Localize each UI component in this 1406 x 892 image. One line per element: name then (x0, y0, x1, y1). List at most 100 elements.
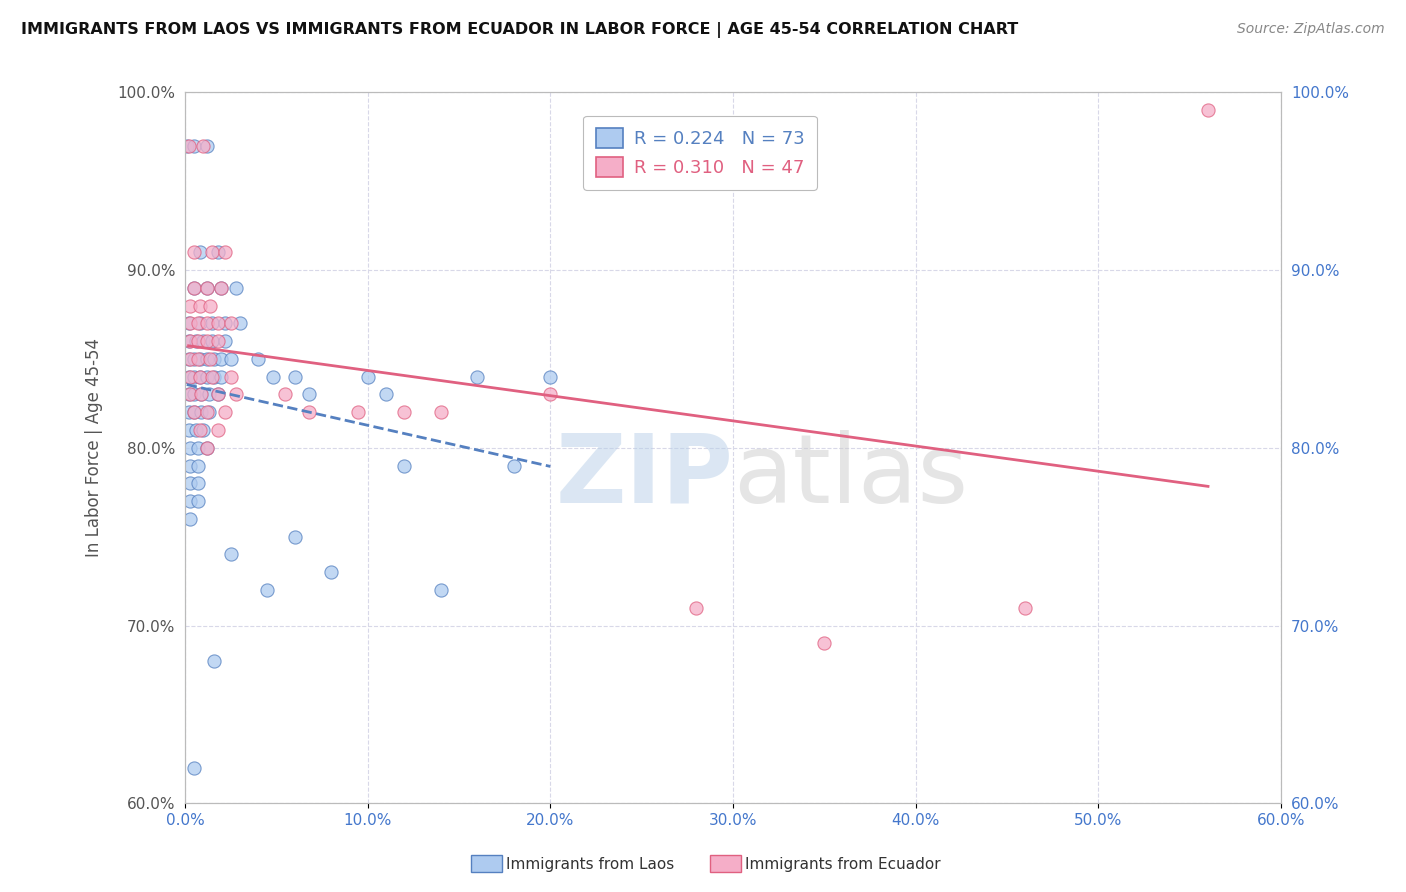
Point (211, 281, 233, 295)
Point (538, 369, 561, 384)
Point (179, 387, 201, 401)
Point (183, 405, 205, 419)
Point (195, 405, 218, 419)
Y-axis label: In Labor Force | Age 45-54: In Labor Force | Age 45-54 (86, 338, 103, 558)
Point (190, 405, 212, 419)
Point (188, 299, 211, 313)
Point (177, 351, 200, 366)
Point (179, 458, 201, 473)
Point (188, 423, 211, 437)
Point (187, 351, 209, 366)
Point (179, 512, 201, 526)
Point (176, 138, 198, 153)
Point (225, 387, 247, 401)
Point (200, 351, 222, 366)
Point (177, 387, 200, 401)
Point (225, 281, 247, 295)
Text: Immigrants from Ecuador: Immigrants from Ecuador (745, 857, 941, 871)
Point (538, 387, 561, 401)
Point (200, 299, 222, 313)
Point (246, 351, 269, 366)
Point (190, 387, 212, 401)
Point (183, 351, 205, 366)
Point (193, 423, 215, 437)
Point (179, 494, 201, 508)
Text: IMMIGRANTS FROM LAOS VS IMMIGRANTS FROM ECUADOR IN LABOR FORCE | AGE 45-54 CORRE: IMMIGRANTS FROM LAOS VS IMMIGRANTS FROM … (21, 22, 1018, 38)
Point (188, 245, 211, 260)
Point (392, 405, 415, 419)
Point (195, 441, 218, 455)
Point (177, 317, 200, 331)
Point (211, 281, 233, 295)
Point (195, 351, 218, 366)
Text: atlas: atlas (733, 430, 969, 523)
Point (179, 334, 201, 348)
Point (392, 458, 415, 473)
Point (193, 138, 215, 153)
Point (201, 369, 224, 384)
Point (195, 281, 218, 295)
Point (202, 351, 225, 366)
Point (347, 405, 370, 419)
Point (183, 387, 205, 401)
Point (188, 351, 211, 366)
Point (214, 317, 236, 331)
Point (283, 369, 305, 384)
Point (195, 281, 218, 295)
Point (1014, 600, 1036, 615)
Point (211, 369, 233, 384)
Text: Source: ZipAtlas.com: Source: ZipAtlas.com (1237, 22, 1385, 37)
Point (184, 423, 207, 437)
Point (195, 441, 218, 455)
Point (184, 334, 207, 348)
Point (195, 369, 218, 384)
Point (177, 138, 200, 153)
Point (219, 548, 242, 562)
Point (179, 351, 201, 366)
Point (319, 565, 342, 579)
Point (183, 281, 205, 295)
Point (187, 334, 209, 348)
Point (179, 317, 201, 331)
Point (214, 245, 236, 260)
Point (262, 369, 284, 384)
Point (195, 138, 218, 153)
Point (179, 369, 201, 384)
Point (219, 317, 242, 331)
Point (183, 245, 205, 260)
Point (179, 476, 201, 491)
Point (179, 441, 201, 455)
Point (813, 636, 835, 650)
Text: Immigrants from Laos: Immigrants from Laos (506, 857, 675, 871)
Point (201, 245, 224, 260)
Point (183, 369, 205, 384)
Point (211, 351, 233, 366)
Point (374, 387, 396, 401)
Point (201, 317, 224, 331)
Point (429, 582, 451, 597)
Point (188, 369, 211, 384)
Point (298, 387, 321, 401)
Point (195, 334, 218, 348)
Point (356, 369, 378, 384)
Point (219, 369, 242, 384)
Point (214, 405, 236, 419)
Point (207, 317, 229, 331)
Point (274, 387, 297, 401)
Point (202, 654, 225, 668)
Point (207, 334, 229, 348)
Point (183, 405, 205, 419)
Point (429, 405, 451, 419)
Point (207, 387, 229, 401)
Point (201, 334, 224, 348)
Point (283, 530, 305, 544)
Point (187, 458, 209, 473)
Point (193, 334, 215, 348)
Point (190, 387, 212, 401)
Text: ZIP: ZIP (555, 430, 733, 523)
Point (465, 369, 488, 384)
Point (228, 317, 250, 331)
Point (188, 369, 211, 384)
Point (187, 476, 209, 491)
Point (177, 334, 200, 348)
